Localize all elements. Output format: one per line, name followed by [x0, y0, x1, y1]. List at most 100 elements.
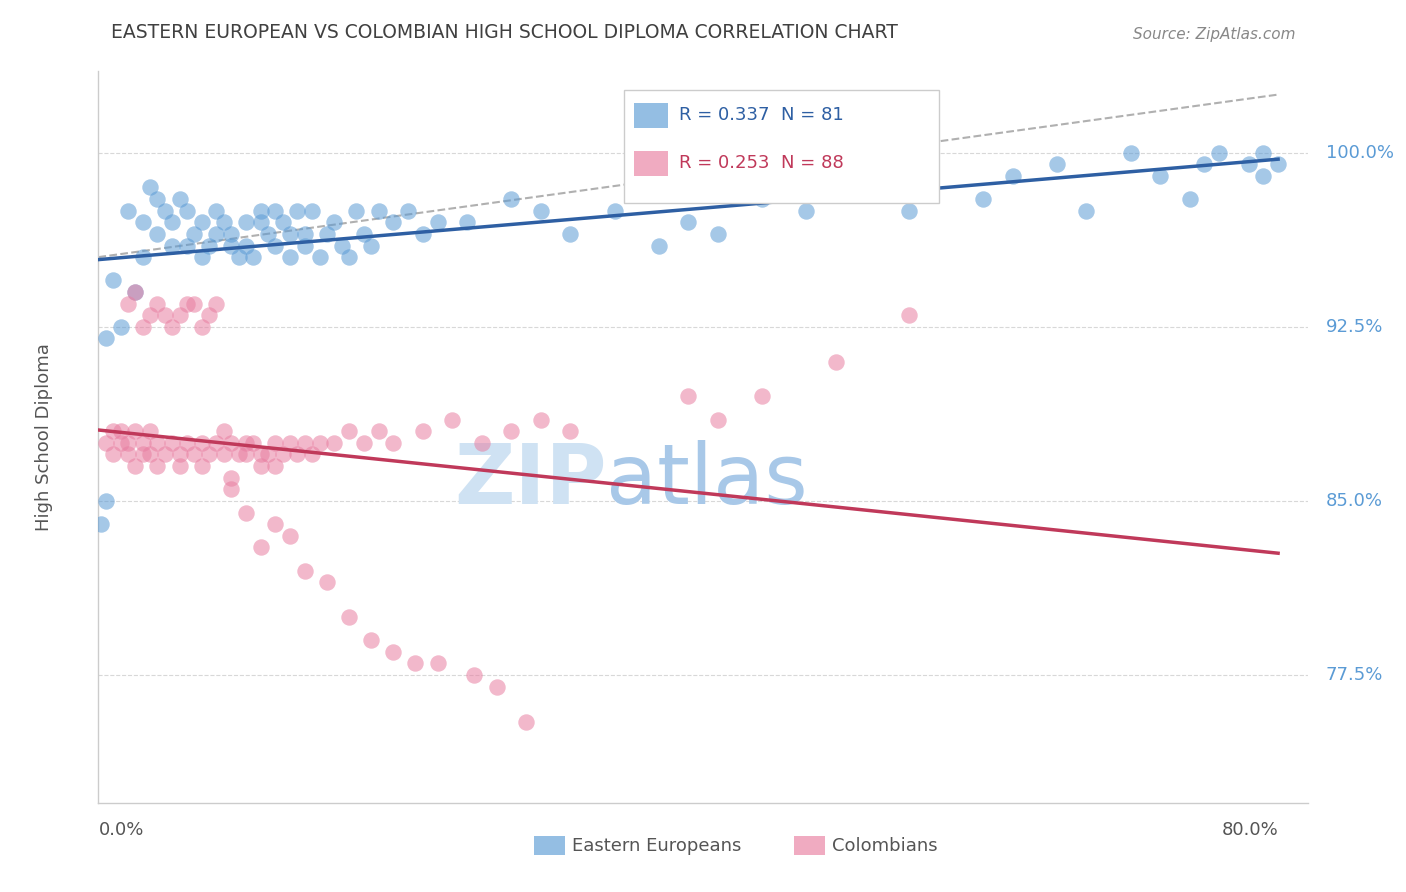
Point [117, 448, 139, 462]
Bar [624, 90, 939, 203]
Point [139, 308, 162, 322]
Text: 77.5%: 77.5% [1326, 666, 1384, 684]
Text: R = 0.337  N = 81: R = 0.337 N = 81 [679, 106, 844, 124]
Point [678, 389, 700, 403]
Point [323, 436, 346, 450]
Point [1119, 145, 1142, 160]
Point [1149, 169, 1171, 183]
Point [124, 285, 146, 299]
Point [271, 215, 294, 229]
Point [898, 308, 921, 322]
Point [501, 192, 523, 206]
Point [382, 436, 405, 450]
Point [287, 448, 309, 462]
Point [219, 227, 242, 241]
Text: 100.0%: 100.0% [1326, 144, 1393, 161]
Point [301, 448, 323, 462]
Point [190, 319, 212, 334]
Point [560, 424, 582, 438]
Point [176, 203, 198, 218]
Point [330, 238, 353, 252]
Point [382, 645, 405, 659]
Point [146, 459, 169, 474]
Point [212, 448, 235, 462]
Text: Source: ZipAtlas.com: Source: ZipAtlas.com [1133, 27, 1295, 42]
Point [794, 203, 817, 218]
Point [271, 448, 294, 462]
Point [190, 250, 212, 264]
Point [131, 436, 153, 450]
Point [1267, 157, 1289, 171]
Point [190, 215, 212, 229]
Point [278, 227, 301, 241]
Point [235, 448, 257, 462]
Point [146, 227, 169, 241]
Point [1178, 192, 1201, 206]
Point [441, 412, 464, 426]
Text: EASTERN EUROPEAN VS COLOMBIAN HIGH SCHOOL DIPLOMA CORRELATION CHART: EASTERN EUROPEAN VS COLOMBIAN HIGH SCHOO… [111, 23, 897, 42]
Point [648, 238, 671, 252]
Point [212, 424, 235, 438]
Point [198, 448, 221, 462]
Point [1194, 157, 1216, 171]
Point [264, 517, 287, 532]
Point [198, 308, 221, 322]
Point [678, 215, 700, 229]
Text: 0.0%: 0.0% [98, 822, 143, 839]
Point [153, 448, 176, 462]
Point [235, 215, 257, 229]
Point [360, 238, 382, 252]
Text: 92.5%: 92.5% [1326, 318, 1384, 335]
Point [287, 203, 309, 218]
Point [117, 296, 139, 310]
Point [360, 633, 382, 648]
Text: R = 0.253  N = 88: R = 0.253 N = 88 [679, 153, 844, 172]
Bar [634, 151, 668, 176]
Point [1208, 145, 1230, 160]
Point [264, 203, 287, 218]
Point [205, 227, 228, 241]
Point [471, 436, 494, 450]
Point [228, 448, 250, 462]
Point [294, 238, 316, 252]
Point [124, 459, 146, 474]
Point [110, 436, 132, 450]
Point [124, 424, 146, 438]
Point [972, 192, 994, 206]
Bar [634, 103, 668, 128]
Point [117, 436, 139, 450]
Point [101, 424, 124, 438]
Point [94, 436, 117, 450]
Point [131, 319, 153, 334]
Point [323, 215, 346, 229]
Point [824, 169, 846, 183]
Point [169, 192, 191, 206]
Point [219, 238, 242, 252]
Point [316, 575, 339, 590]
Text: 85.0%: 85.0% [1326, 491, 1382, 510]
Point [1046, 157, 1069, 171]
Point [367, 424, 389, 438]
Point [160, 215, 183, 229]
Point [242, 436, 264, 450]
Point [101, 448, 124, 462]
Point [139, 424, 162, 438]
Point [219, 471, 242, 485]
Point [382, 215, 405, 229]
Point [235, 238, 257, 252]
Point [257, 448, 280, 462]
Point [530, 203, 553, 218]
Text: 80.0%: 80.0% [1222, 822, 1278, 839]
Point [235, 506, 257, 520]
Point [346, 203, 368, 218]
Point [294, 227, 316, 241]
Point [264, 459, 287, 474]
Point [301, 203, 323, 218]
Point [412, 424, 434, 438]
Point [146, 436, 169, 450]
Point [169, 448, 191, 462]
Point [131, 215, 153, 229]
Text: atlas: atlas [606, 441, 808, 522]
Point [176, 296, 198, 310]
Point [308, 436, 330, 450]
